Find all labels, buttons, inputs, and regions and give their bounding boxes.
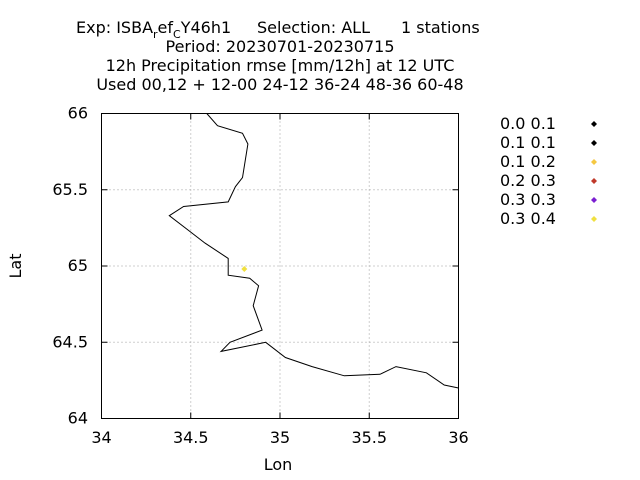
coastline	[168, 113, 459, 389]
x-tick-label: 34.5	[173, 428, 209, 447]
legend-marker	[591, 197, 597, 203]
title-exp-suffix: Y46h1	[180, 18, 231, 37]
x-tick-label: 34	[91, 428, 111, 447]
x-axis-ticks: 34 34.5 35 35.5 36	[91, 113, 469, 447]
legend-marker	[591, 140, 597, 146]
legend-label: 0.3 0.3	[500, 190, 556, 209]
x-axis-label: Lon	[264, 455, 293, 474]
legend-marker	[591, 159, 597, 165]
title-exp-prefix: Exp: ISBA	[76, 18, 153, 37]
legend-label: 0.0 0.1	[500, 114, 556, 133]
y-tick-label: 65.5	[52, 180, 88, 199]
title-exp-sub2: C	[173, 28, 181, 41]
y-tick-label: 65	[68, 256, 88, 275]
data-points	[241, 266, 248, 273]
y-axis-ticks: 64 64.5 65 65.5 66	[52, 104, 459, 428]
legend-label: 0.1 0.1	[500, 133, 556, 152]
x-tick-label: 35	[270, 428, 290, 447]
chart-title-line-1: Exp: ISBArefCY46h1 Selection: ALL 1 statio…	[76, 18, 480, 41]
y-tick-label: 64	[68, 409, 88, 428]
title-exp-mid: ef	[158, 18, 174, 37]
title-exp-sub1: r	[153, 28, 158, 41]
title-stations: 1 stations	[401, 18, 480, 37]
chart-title-line-3: 12h Precipitation rmse [mm/12h] at 12 UT…	[106, 56, 455, 75]
x-tick-label: 35.5	[351, 428, 387, 447]
title-selection: Selection: ALL	[257, 18, 370, 37]
y-tick-label: 64.5	[52, 332, 88, 351]
chart-title-line-2: Period: 20230701-20230715	[165, 37, 394, 56]
legend-marker	[591, 178, 597, 184]
x-tick-label: 36	[448, 428, 468, 447]
y-tick-label: 66	[68, 104, 88, 123]
data-point	[241, 266, 248, 273]
grid	[101, 113, 459, 419]
legend-label: 0.1 0.2	[500, 152, 556, 171]
legend-label: 0.2 0.3	[500, 171, 556, 190]
chart-title-line-4: Used 00,12 + 12-00 24-12 36-24 48-36 60-…	[96, 75, 463, 94]
legend: 0.0 0.10.1 0.10.1 0.20.2 0.30.3 0.30.3 0…	[500, 114, 597, 228]
legend-marker	[591, 121, 597, 127]
legend-label: 0.3 0.4	[500, 209, 556, 228]
y-axis-label: Lat	[6, 254, 25, 279]
legend-marker	[591, 216, 597, 222]
